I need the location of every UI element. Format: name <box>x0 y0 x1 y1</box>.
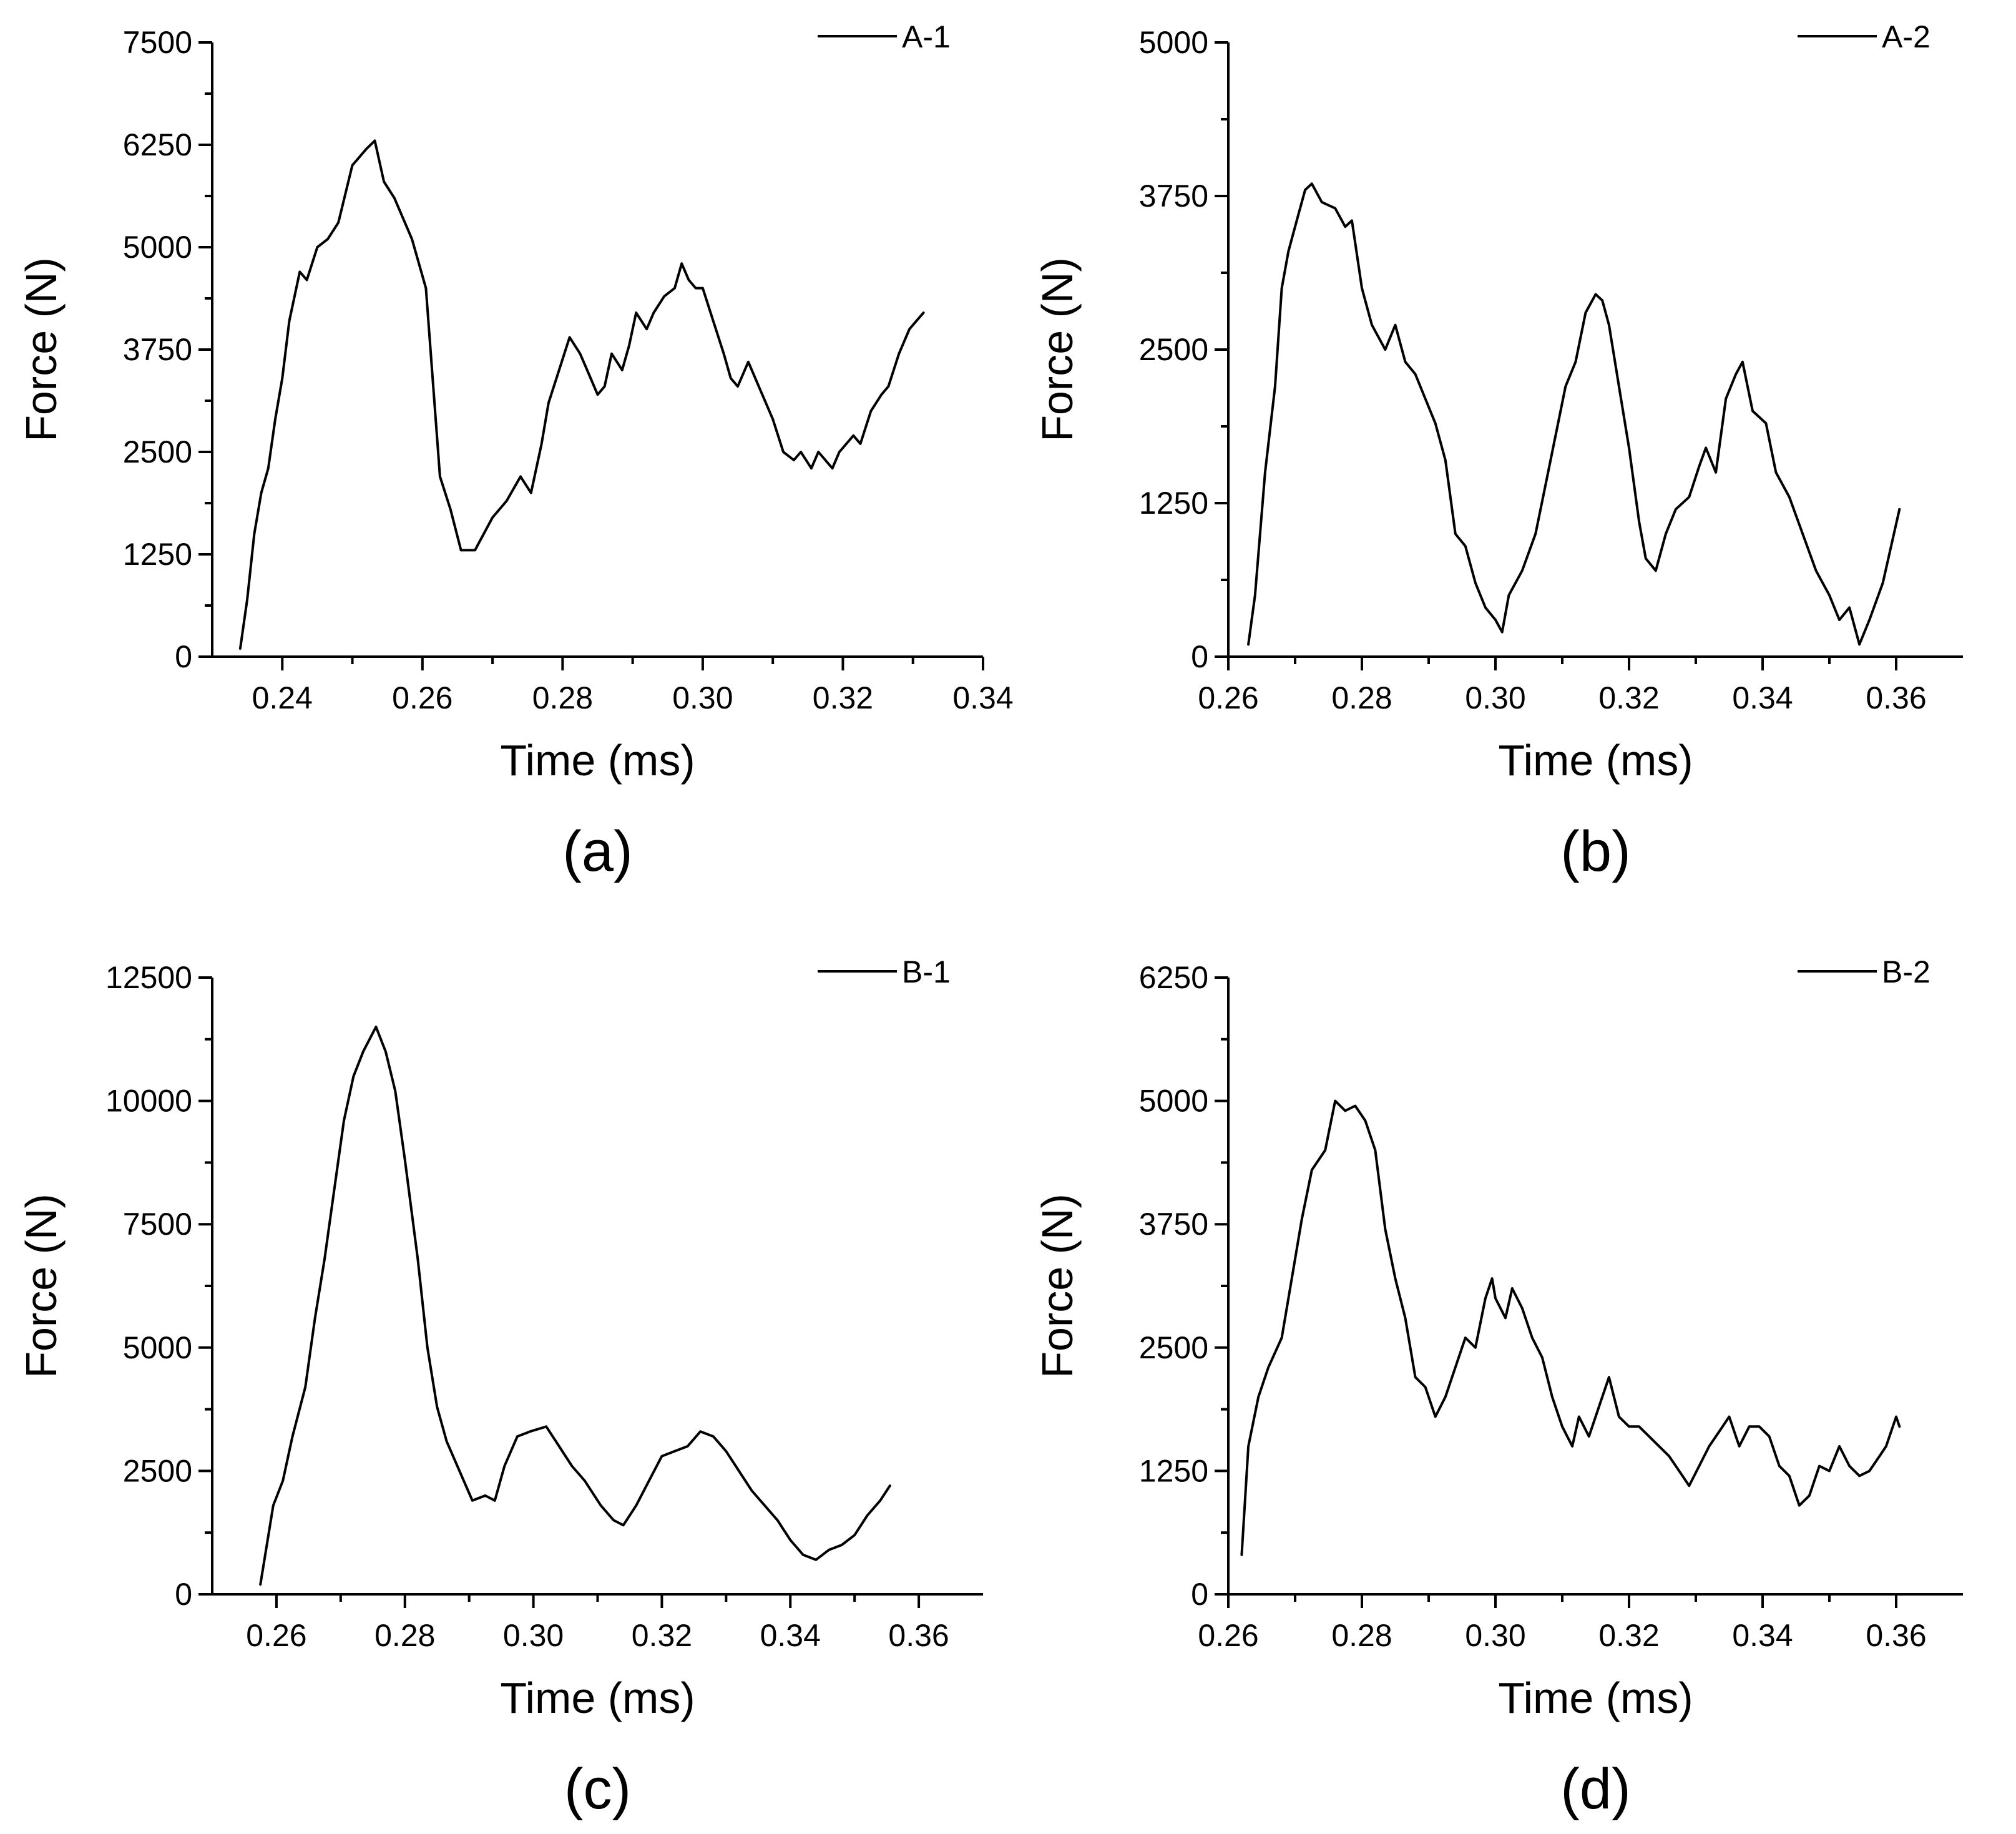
x-tick-label: 0.36 <box>1866 1618 1926 1653</box>
y-tick-label: 5000 <box>1139 1084 1208 1119</box>
y-tick-label: 0 <box>175 639 192 674</box>
x-tick-label: 0.30 <box>1465 1618 1525 1653</box>
y-tick-label: 3750 <box>1139 179 1208 213</box>
legend-label: B-1 <box>902 954 951 989</box>
y-axis-title: Force (N) <box>17 1194 66 1378</box>
y-tick-label: 0 <box>175 1577 192 1612</box>
y-tick-label: 3750 <box>123 332 192 367</box>
y-axis-title: Force (N) <box>1033 257 1082 442</box>
x-tick-label: 0.36 <box>888 1618 949 1653</box>
legend-label: B-2 <box>1882 954 1930 989</box>
y-tick-label: 1250 <box>1139 486 1208 521</box>
y-tick-label: 7500 <box>123 1207 192 1242</box>
y-tick-label: 5000 <box>123 230 192 265</box>
x-tick-label: 0.24 <box>252 680 313 715</box>
series-line-A-1 <box>238 139 925 650</box>
chart-panel-c: 0 2500 5000 7500 10000 12500 0.26 0.28 0.30 0.32 0… <box>17 954 983 1821</box>
x-axis-title: Time (ms) <box>1498 736 1693 785</box>
x-tick-label: 0.30 <box>1465 680 1525 715</box>
panel-label: (c) <box>564 1757 631 1821</box>
x-axis-title: Time (ms) <box>500 1674 695 1722</box>
x-tick-label: 0.26 <box>392 680 453 715</box>
x-tick-label: 0.34 <box>760 1618 821 1653</box>
x-tick-label: 0.34 <box>1732 1618 1793 1653</box>
x-tick-label: 0.28 <box>374 1618 435 1653</box>
x-tick-label: 0.30 <box>672 680 733 715</box>
y-tick-label: 2500 <box>123 434 192 469</box>
y-tick-label: 5000 <box>1139 25 1208 60</box>
x-tick-label: 0.26 <box>1198 1618 1258 1653</box>
y-tick-label: 6250 <box>123 127 192 162</box>
y-tick-label: 1250 <box>1139 1453 1208 1488</box>
series-line-B-1 <box>259 1026 891 1586</box>
x-tick-label: 0.28 <box>532 680 593 715</box>
legend-label: A-2 <box>1882 19 1930 54</box>
chart-panel-b: 0 1250 2500 3750 5000 0.26 0.28 0.30 0.32 0.34 0.3… <box>1033 19 1963 883</box>
x-axis-title: Time (ms) <box>500 736 695 785</box>
y-axis-title: Force (N) <box>1033 1194 1082 1378</box>
y-axis-title: Force (N) <box>17 257 66 442</box>
x-tick-label: 0.34 <box>952 680 1013 715</box>
x-tick-label: 0.28 <box>1331 1618 1392 1653</box>
x-tick-label: 0.30 <box>503 1618 564 1653</box>
x-tick-label: 0.32 <box>1598 680 1659 715</box>
y-tick-label: 6250 <box>1139 960 1208 995</box>
x-tick-label: 0.32 <box>632 1618 692 1653</box>
x-tick-label: 0.32 <box>1598 1618 1659 1653</box>
y-tick-label: 0 <box>1191 1577 1208 1612</box>
chart-panel-d: 0 1250 2500 3750 5000 6250 0.26 0.28 0.30 0.32 0.3… <box>1033 954 1963 1821</box>
y-tick-label: 2500 <box>1139 1330 1208 1365</box>
x-tick-label: 0.28 <box>1331 680 1392 715</box>
series-line-A-2 <box>1247 182 1901 646</box>
chart-panel-a: 0 1250 2500 3750 5000 6250 7500 0.24 0.26 0.28 0.3… <box>17 19 1014 883</box>
y-tick-label: 2500 <box>123 1453 192 1488</box>
y-tick-label: 12500 <box>105 960 192 995</box>
x-tick-label: 0.36 <box>1866 680 1926 715</box>
y-tick-label: 2500 <box>1139 332 1208 367</box>
panel-label: (a) <box>562 820 632 883</box>
x-tick-label: 0.34 <box>1732 680 1793 715</box>
series-line-B-2 <box>1240 1099 1901 1556</box>
panel-label: (b) <box>1560 820 1630 883</box>
y-tick-label: 10000 <box>105 1084 192 1119</box>
x-tick-label: 0.26 <box>246 1618 306 1653</box>
legend-label: A-1 <box>902 19 951 54</box>
y-tick-label: 7500 <box>123 25 192 60</box>
panel-label: (d) <box>1560 1757 1630 1821</box>
y-tick-label: 0 <box>1191 639 1208 674</box>
y-tick-label: 5000 <box>123 1330 192 1365</box>
x-axis-title: Time (ms) <box>1498 1674 1693 1722</box>
y-tick-label: 1250 <box>123 537 192 572</box>
x-tick-label: 0.26 <box>1198 680 1258 715</box>
y-tick-label: 3750 <box>1139 1207 1208 1242</box>
x-tick-label: 0.32 <box>813 680 873 715</box>
